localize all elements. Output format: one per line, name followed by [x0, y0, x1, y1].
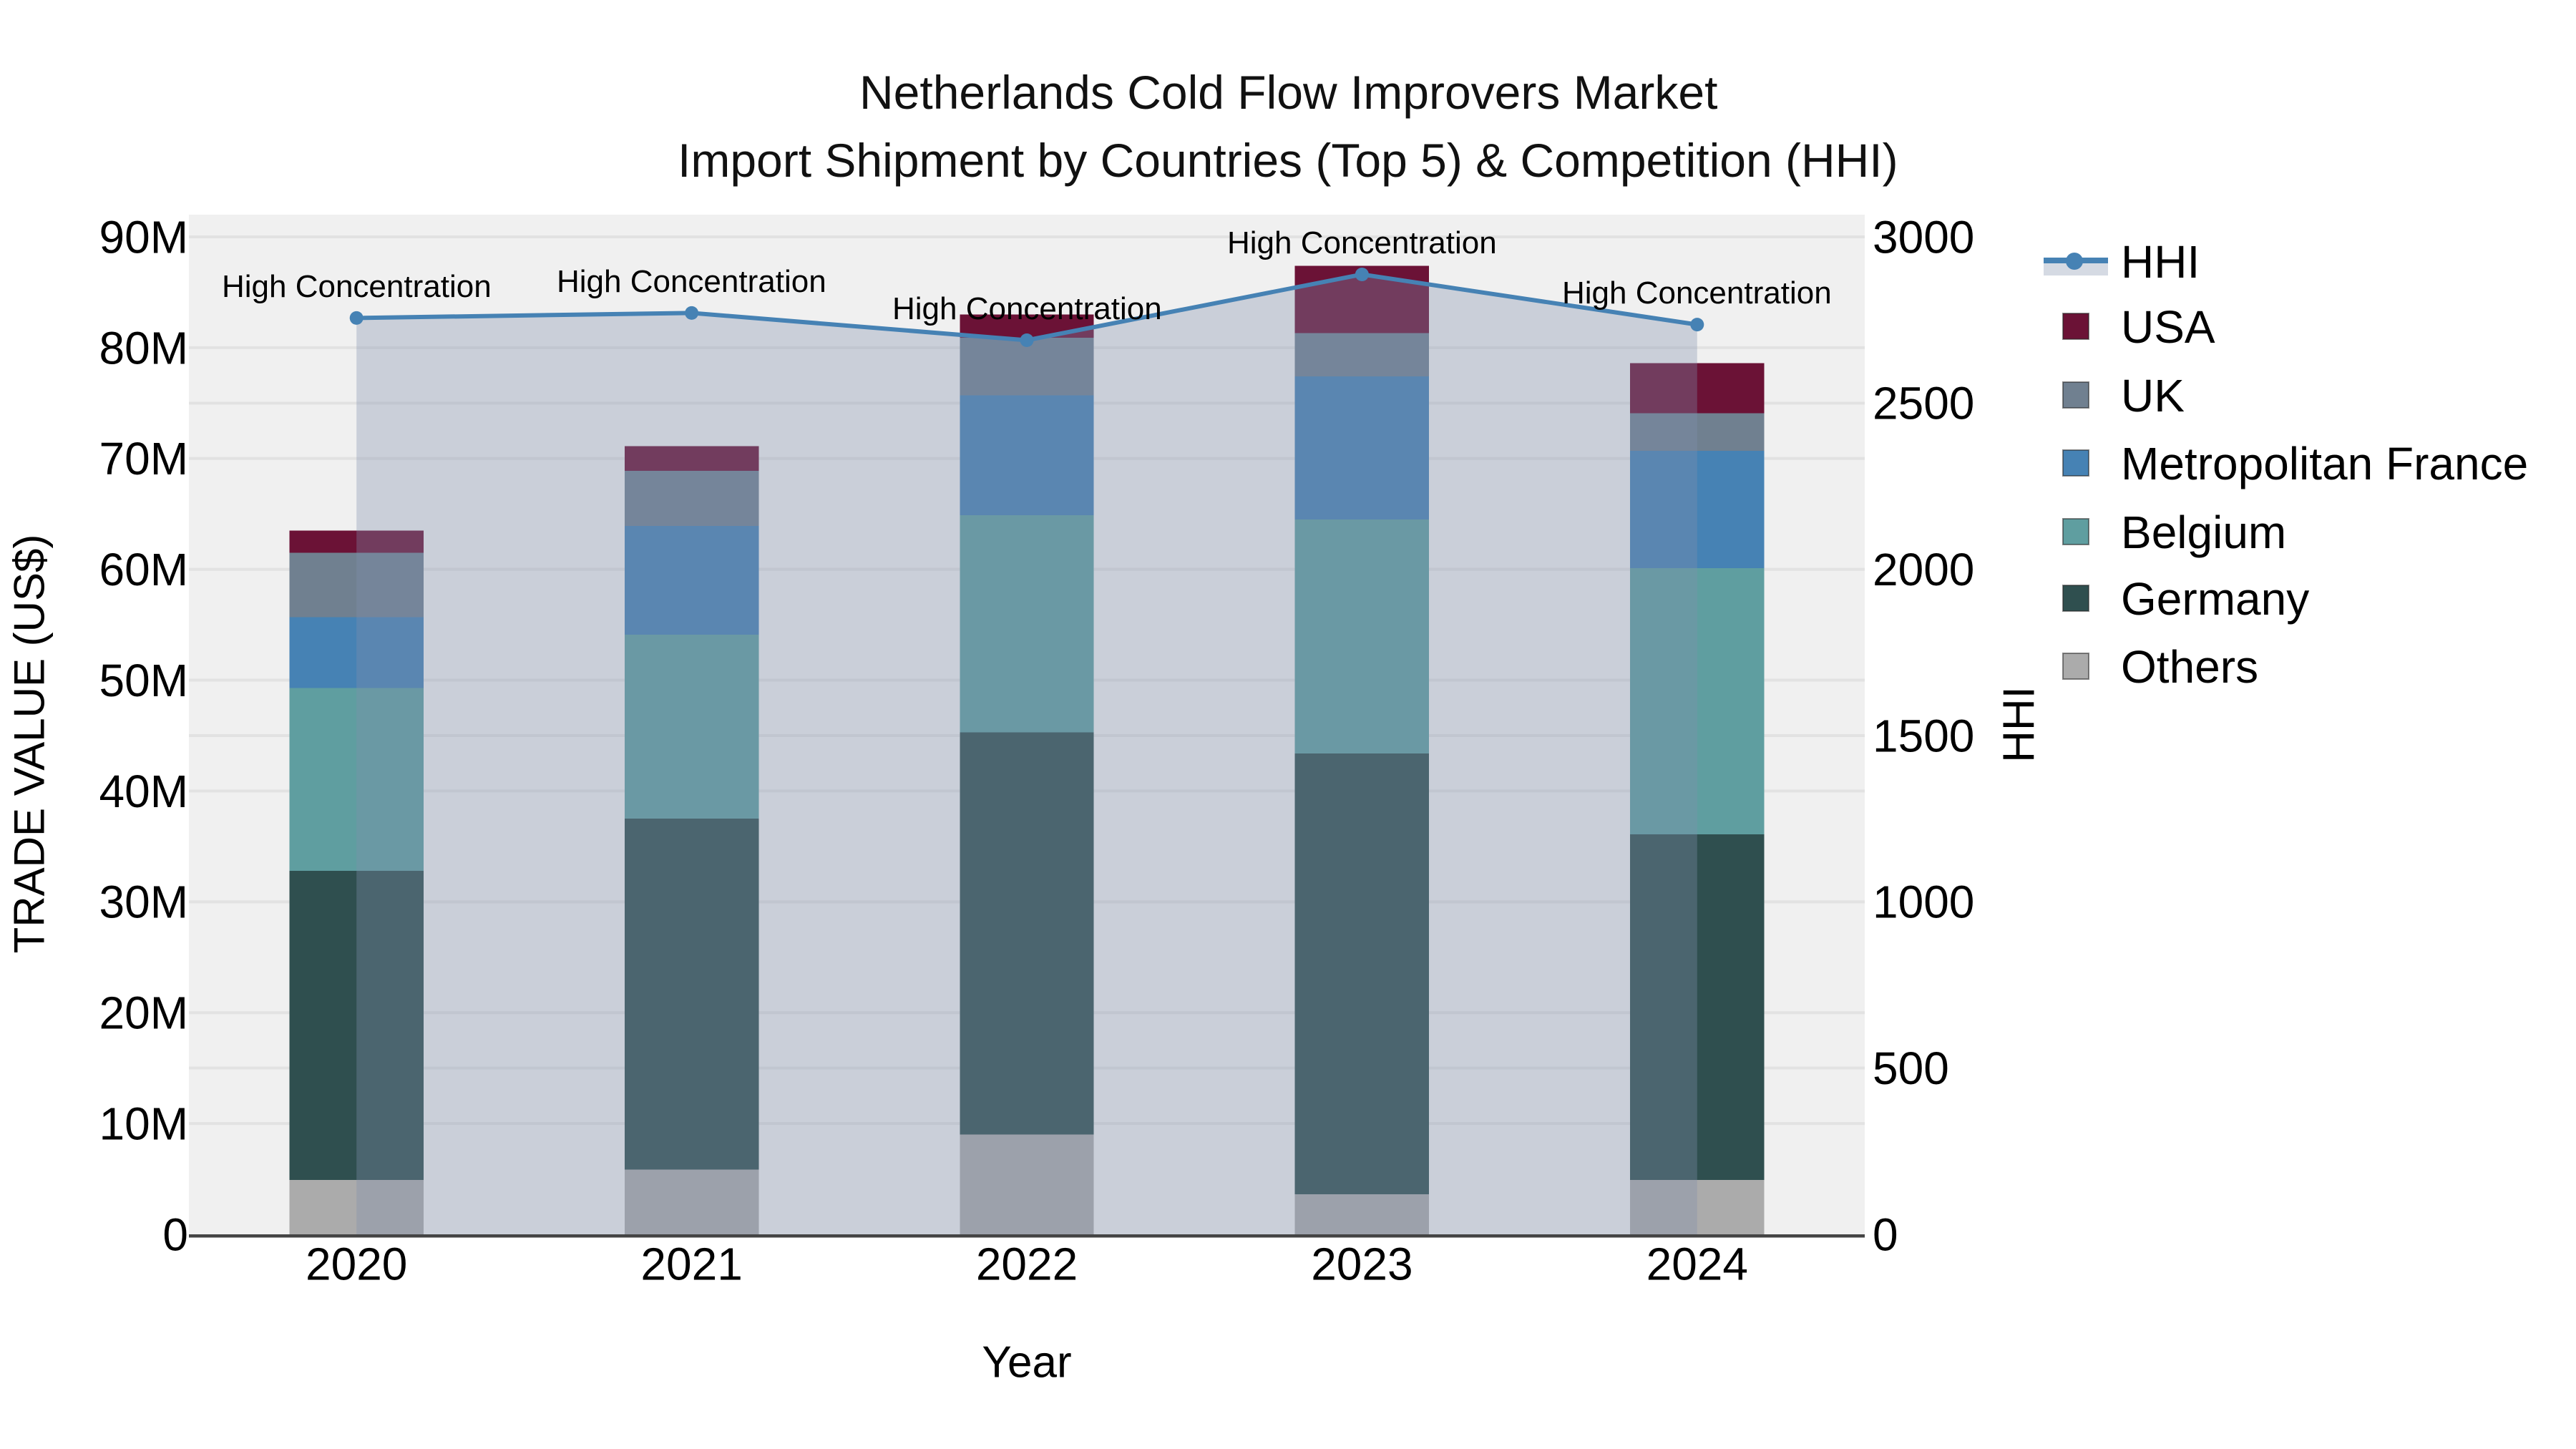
- svg-text:30M: 30M: [99, 877, 189, 928]
- svg-text:2500: 2500: [1873, 378, 1974, 429]
- svg-text:Belgium: Belgium: [2121, 507, 2286, 558]
- svg-text:HHI: HHI: [1994, 686, 2044, 763]
- svg-text:UK: UK: [2121, 370, 2185, 421]
- svg-text:20M: 20M: [99, 987, 189, 1039]
- svg-text:2022: 2022: [976, 1238, 1078, 1289]
- svg-text:High Concentration: High Concentration: [1227, 225, 1497, 260]
- svg-text:USA: USA: [2121, 301, 2215, 353]
- svg-text:High Concentration: High Concentration: [222, 269, 492, 304]
- svg-text:Metropolitan France: Metropolitan France: [2121, 438, 2528, 489]
- svg-text:2023: 2023: [1311, 1238, 1413, 1289]
- svg-text:2020: 2020: [306, 1238, 407, 1289]
- svg-text:90M: 90M: [99, 211, 189, 263]
- svg-text:2024: 2024: [1646, 1238, 1748, 1289]
- svg-text:Netherlands Cold Flow Improver: Netherlands Cold Flow Improvers Market: [859, 66, 1717, 119]
- svg-text:80M: 80M: [99, 322, 189, 374]
- svg-text:60M: 60M: [99, 544, 189, 595]
- svg-text:10M: 10M: [99, 1098, 189, 1150]
- svg-text:High Concentration: High Concentration: [892, 291, 1162, 326]
- svg-text:500: 500: [1873, 1043, 1949, 1094]
- svg-text:Others: Others: [2121, 641, 2258, 693]
- svg-text:0: 0: [162, 1209, 188, 1260]
- svg-text:High Concentration: High Concentration: [557, 264, 826, 299]
- svg-text:TRADE VALUE (US$): TRADE VALUE (US$): [5, 535, 53, 954]
- svg-text:HHI: HHI: [2121, 236, 2200, 288]
- svg-text:Year: Year: [982, 1338, 1071, 1387]
- svg-text:40M: 40M: [99, 766, 189, 817]
- svg-text:Germany: Germany: [2121, 573, 2309, 625]
- svg-text:2021: 2021: [640, 1238, 742, 1289]
- svg-text:50M: 50M: [99, 655, 189, 706]
- svg-text:0: 0: [1873, 1209, 1898, 1260]
- svg-text:1000: 1000: [1873, 877, 1974, 928]
- svg-text:2000: 2000: [1873, 544, 1974, 595]
- svg-text:70M: 70M: [99, 433, 189, 484]
- svg-text:Import Shipment by Countries (: Import Shipment by Countries (Top 5) & C…: [678, 134, 1898, 187]
- svg-text:3000: 3000: [1873, 211, 1974, 263]
- svg-text:1500: 1500: [1873, 710, 1974, 761]
- svg-text:High Concentration: High Concentration: [1562, 275, 1832, 311]
